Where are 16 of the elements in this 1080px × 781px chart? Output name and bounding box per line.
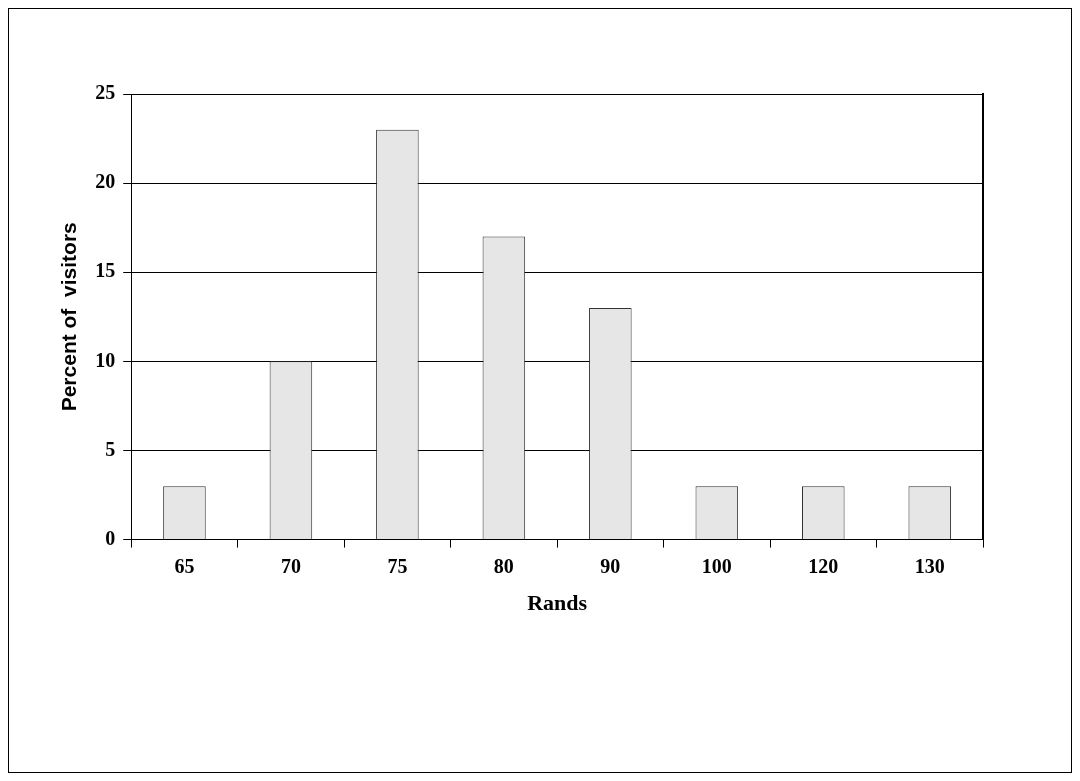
- x-tick-label: 65: [174, 554, 195, 577]
- x-tick-label: 70: [280, 554, 301, 577]
- x-axis-title: Rands: [527, 590, 588, 616]
- x-tick-label: 80: [493, 554, 514, 577]
- y-tick-label: 5: [105, 437, 116, 460]
- y-tick-label: 15: [95, 259, 116, 282]
- x-tick-label: 130: [914, 554, 945, 577]
- x-tick-label: 90: [600, 554, 621, 577]
- y-tick-label: 10: [95, 348, 116, 371]
- y-tick-label: 20: [95, 170, 116, 193]
- x-tick-label: 120: [808, 554, 839, 577]
- x-tick-label: 75: [387, 554, 408, 577]
- y-tick-label: 25: [95, 81, 116, 104]
- y-axis-title: Percent of visitors: [57, 222, 81, 412]
- y-tick-label: 0: [105, 526, 116, 549]
- x-tick-label: 100: [701, 554, 732, 577]
